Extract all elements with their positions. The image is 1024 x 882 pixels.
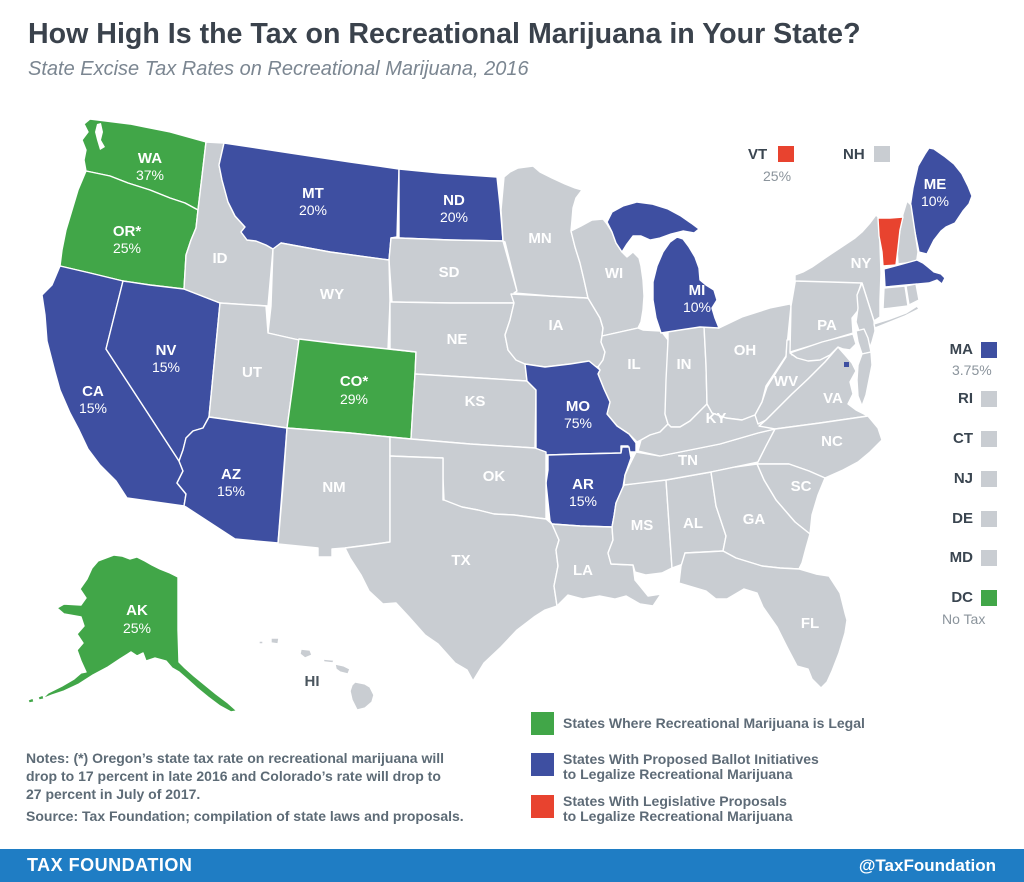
svg-text:MT: MT — [302, 185, 324, 202]
svg-text:OK: OK — [483, 468, 506, 485]
svg-text:20%: 20% — [299, 202, 327, 218]
svg-text:10%: 10% — [683, 299, 711, 315]
svg-text:AR: AR — [572, 476, 594, 493]
svg-text:OH: OH — [734, 342, 757, 359]
svg-text:SD: SD — [439, 264, 460, 281]
svg-text:15%: 15% — [217, 483, 245, 499]
svg-text:ND: ND — [443, 192, 465, 209]
svg-text:IA: IA — [549, 317, 564, 334]
svg-text:WV: WV — [774, 373, 798, 390]
svg-text:MS: MS — [631, 517, 654, 534]
svg-text:ID: ID — [213, 250, 228, 267]
svg-text:WI: WI — [605, 265, 623, 282]
svg-text:NV: NV — [156, 342, 177, 359]
svg-text:WA: WA — [138, 150, 162, 167]
svg-text:MO: MO — [566, 398, 590, 415]
svg-text:AZ: AZ — [221, 466, 241, 483]
svg-text:OR*: OR* — [113, 223, 142, 240]
svg-text:IL: IL — [627, 356, 640, 373]
svg-text:TX: TX — [451, 552, 470, 569]
svg-text:IN: IN — [677, 356, 692, 373]
svg-text:ME: ME — [924, 176, 947, 193]
svg-text:MI: MI — [689, 282, 706, 299]
svg-text:AK: AK — [126, 602, 148, 619]
svg-text:25%: 25% — [123, 620, 151, 636]
svg-text:CA: CA — [82, 383, 104, 400]
svg-text:KY: KY — [706, 410, 727, 427]
svg-text:37%: 37% — [136, 167, 164, 183]
svg-text:MN: MN — [528, 230, 551, 247]
svg-text:15%: 15% — [152, 359, 180, 375]
svg-text:AL: AL — [683, 515, 703, 532]
svg-text:75%: 75% — [564, 415, 592, 431]
svg-text:VA: VA — [823, 390, 843, 407]
svg-text:GA: GA — [743, 511, 766, 528]
svg-text:PA: PA — [817, 317, 837, 334]
svg-text:NE: NE — [447, 331, 468, 348]
svg-text:10%: 10% — [921, 193, 949, 209]
svg-text:UT: UT — [242, 364, 262, 381]
svg-text:FL: FL — [801, 615, 819, 632]
svg-text:WY: WY — [320, 286, 344, 303]
svg-text:25%: 25% — [113, 240, 141, 256]
svg-text:15%: 15% — [79, 400, 107, 416]
svg-text:KS: KS — [465, 393, 486, 410]
svg-text:SC: SC — [791, 478, 812, 495]
svg-text:NM: NM — [322, 479, 345, 496]
svg-text:20%: 20% — [440, 209, 468, 225]
svg-text:NC: NC — [821, 433, 843, 450]
svg-text:29%: 29% — [340, 391, 368, 407]
svg-text:CO*: CO* — [340, 373, 369, 390]
svg-text:NY: NY — [851, 255, 872, 272]
svg-text:LA: LA — [573, 562, 593, 579]
svg-text:HI: HI — [305, 673, 320, 690]
svg-text:15%: 15% — [569, 493, 597, 509]
svg-text:TN: TN — [678, 452, 698, 469]
